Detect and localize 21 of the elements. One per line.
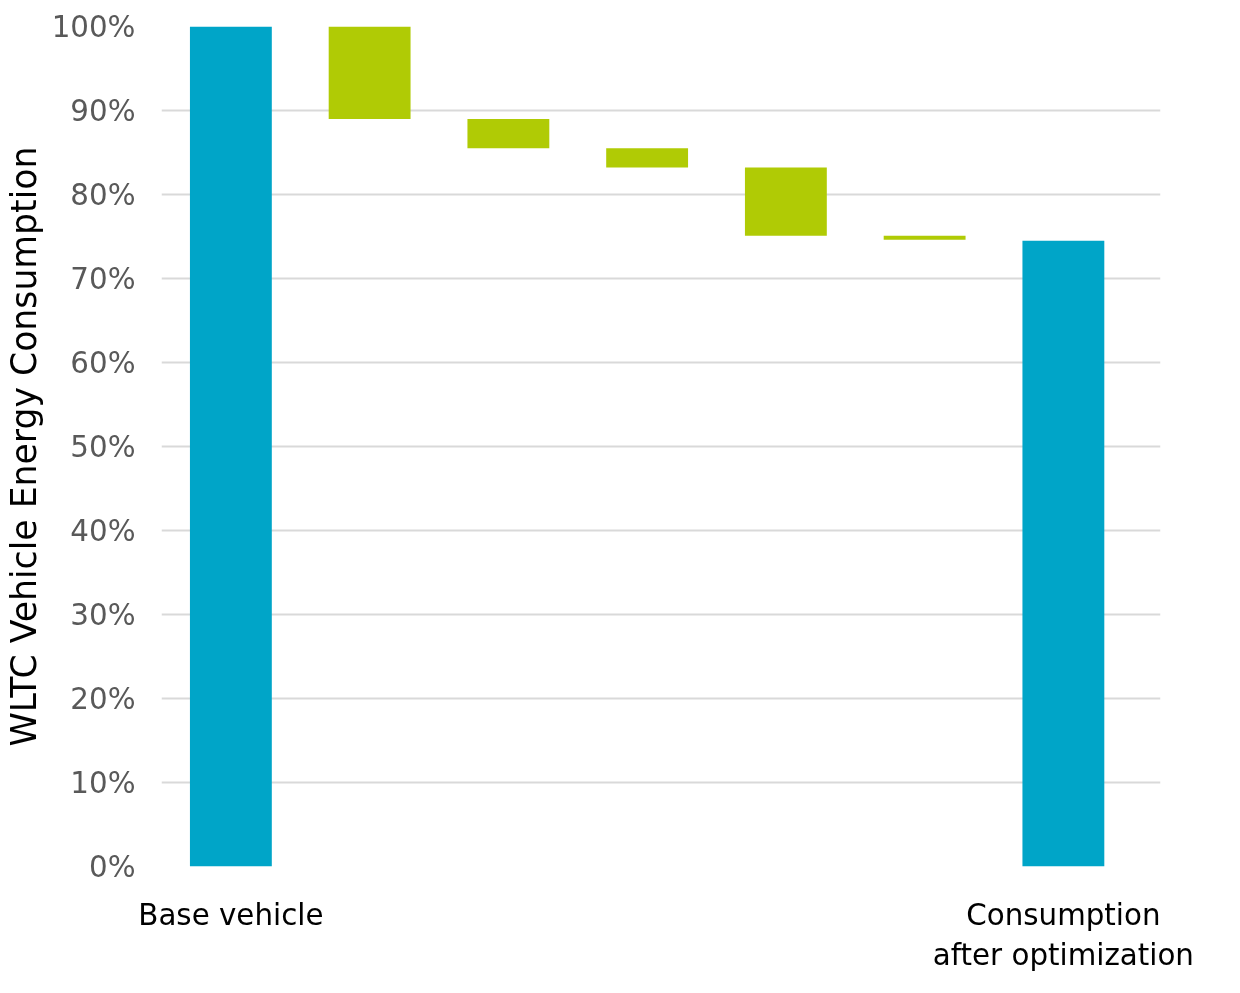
x-tick-label: Consumption after optimization: [932, 897, 1194, 973]
y-tick-label: 0%: [88, 849, 136, 884]
y-tick-label: 90%: [70, 93, 136, 128]
y-tick-label: 100%: [51, 9, 136, 44]
y-tick-label: 30%: [70, 597, 136, 632]
y-axis-title: WLTC Vehicle Energy Consumption: [3, 146, 44, 747]
bar: [467, 118, 550, 149]
y-tick-label: 80%: [70, 177, 136, 212]
bar: [883, 235, 966, 240]
bar: [328, 26, 411, 119]
bar: [606, 148, 689, 168]
x-tick-label: Base vehicle: [138, 897, 324, 932]
y-tick-label: 40%: [70, 513, 136, 548]
bar: [189, 26, 272, 867]
y-tick-label: 10%: [70, 765, 136, 800]
bar: [744, 167, 827, 236]
bar: [1022, 240, 1105, 867]
y-tick-label: 20%: [70, 681, 136, 716]
y-tick-label: 70%: [70, 261, 136, 296]
y-tick-label: 60%: [70, 345, 136, 380]
y-tick-label: 50%: [70, 429, 136, 464]
